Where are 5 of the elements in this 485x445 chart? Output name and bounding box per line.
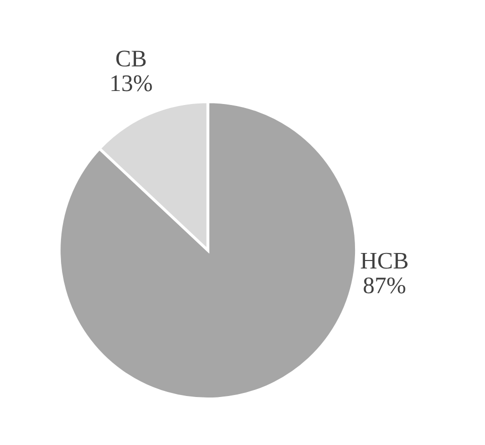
- slice-label: CB: [116, 50, 146, 67]
- data-label: 87%: [364, 277, 406, 294]
- data-label: 13%: [112, 75, 152, 92]
- slice-label: HCB: [360, 252, 408, 269]
- pie-slice: [58, 100, 358, 400]
